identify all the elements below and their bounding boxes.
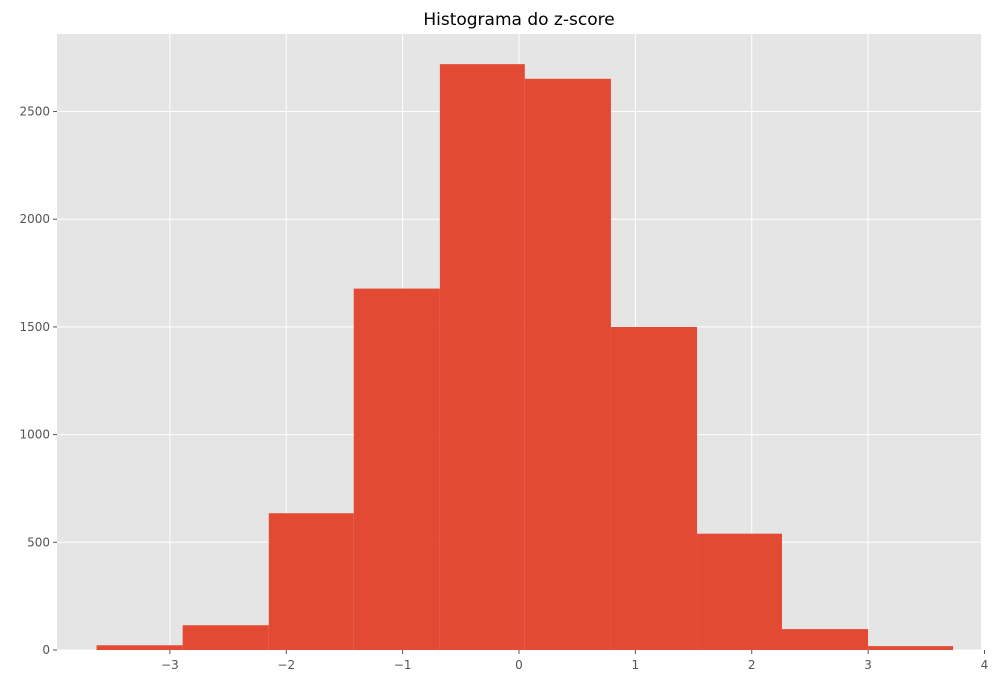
x-tick-label: 1 <box>632 658 640 672</box>
histogram-bar <box>268 513 354 650</box>
y-tick-label: 2000 <box>19 212 50 226</box>
x-tick-label: −3 <box>161 658 179 672</box>
y-tick-label: 500 <box>27 535 50 549</box>
y-tick-label: 1500 <box>19 320 50 334</box>
histogram-bars <box>96 64 954 651</box>
y-tick-label: 0 <box>42 643 50 657</box>
y-tick-label: 1000 <box>19 428 50 442</box>
histogram-bar <box>610 326 698 650</box>
x-tick-label: 3 <box>864 658 872 672</box>
histogram-bar <box>439 64 525 650</box>
x-tick-label: 4 <box>981 658 989 672</box>
histogram-bar <box>524 78 611 651</box>
x-axis: −3 −2 −1 0 1 2 3 4 <box>161 650 988 672</box>
x-tick-label: 0 <box>515 658 523 672</box>
chart-title: Histograma do z-score <box>423 10 614 30</box>
y-axis: 0 500 1000 1500 2000 2500 <box>19 105 57 657</box>
x-tick-label: −2 <box>277 658 295 672</box>
histogram-bar <box>353 288 440 650</box>
x-tick-label: −1 <box>394 658 412 672</box>
histogram-bar <box>782 629 869 650</box>
x-tick-label: 2 <box>748 658 756 672</box>
histogram-bar <box>182 625 269 650</box>
histogram-bar <box>96 645 183 650</box>
histogram-bar <box>697 533 783 650</box>
y-tick-label: 2500 <box>19 105 50 119</box>
histogram-bar <box>868 646 954 650</box>
